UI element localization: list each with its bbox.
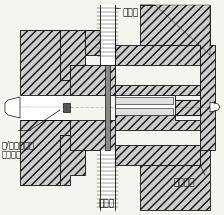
Polygon shape [70, 120, 115, 150]
Polygon shape [20, 30, 70, 95]
Bar [105, 65, 110, 150]
Polygon shape [20, 30, 85, 80]
Bar [20, 95, 70, 120]
Text: 水入口: 水入口 [99, 199, 115, 208]
Text: 水出口: 水出口 [122, 8, 138, 17]
Polygon shape [5, 97, 20, 118]
Polygon shape [60, 135, 85, 185]
Polygon shape [115, 85, 200, 130]
Bar [115, 108, 173, 115]
Text: 銅/アスベスト
ワッシャ: 銅/アスベスト ワッシャ [2, 140, 35, 159]
Bar [200, 45, 215, 150]
Bar [115, 145, 200, 165]
Polygon shape [210, 102, 220, 112]
Polygon shape [140, 150, 210, 210]
Polygon shape [20, 120, 70, 185]
Polygon shape [140, 5, 210, 55]
Bar [100, 150, 115, 210]
Polygon shape [20, 30, 115, 65]
Bar [63, 103, 70, 112]
Bar [115, 95, 175, 115]
Polygon shape [140, 5, 210, 60]
Bar [115, 97, 173, 104]
Bar [115, 45, 200, 65]
Polygon shape [70, 65, 115, 95]
Text: スプルー: スプルー [174, 178, 195, 187]
Bar [100, 5, 115, 65]
